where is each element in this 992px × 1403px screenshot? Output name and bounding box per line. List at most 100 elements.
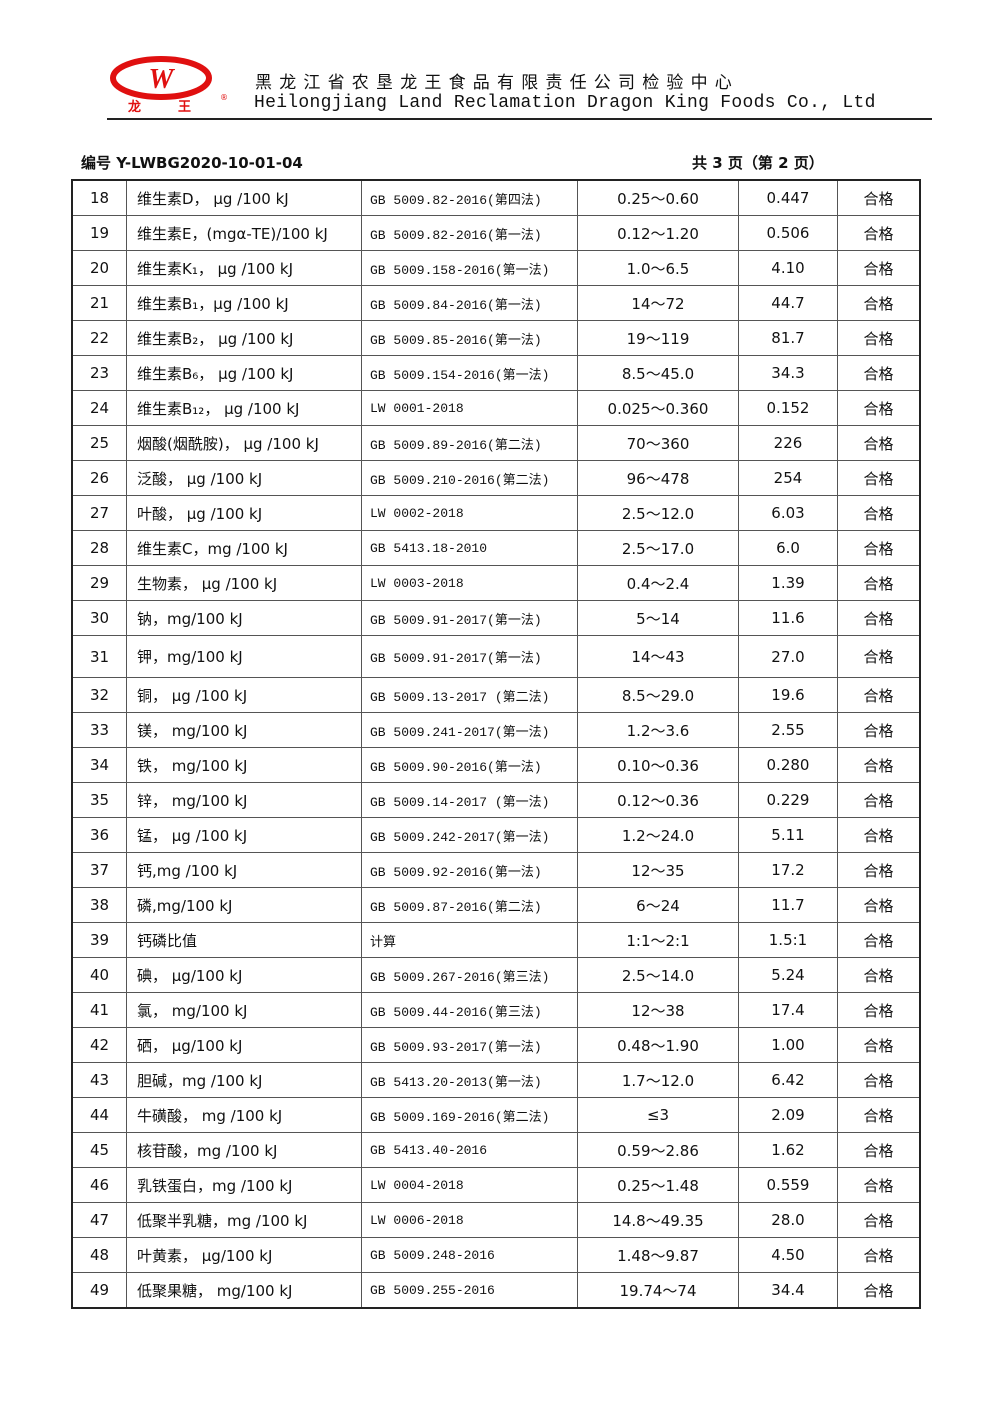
measured-value: 34.4 — [738, 1272, 838, 1309]
test-method: GB 5009.91-2017(第一法) — [361, 600, 578, 636]
item-name: 低聚果糖， mg/100 kJ — [126, 1272, 362, 1309]
standard-range: 0.59～2.86 — [577, 1132, 739, 1168]
standard-range: 0.10～0.36 — [577, 747, 739, 783]
standard-range: 8.5～45.0 — [577, 355, 739, 391]
measured-value: 44.7 — [738, 285, 838, 321]
test-method: GB 5009.44-2016(第三法) — [361, 992, 578, 1028]
measured-value: 81.7 — [738, 320, 838, 356]
measured-value: 19.6 — [738, 677, 838, 713]
table-row: 30 钠，mg/100 kJ GB 5009.91-2017(第一法) 5～14 11.… — [71, 600, 921, 636]
measured-value: 1.00 — [738, 1027, 838, 1063]
table-row: 33 镁， mg/100 kJ GB 5009.241-2017(第一法) 1.2～3… — [71, 712, 921, 748]
document-number: 编号 Y-LWBG2020-10-01-04 — [81, 154, 303, 172]
test-method: GB 5009.248-2016 — [361, 1237, 578, 1273]
standard-range: 0.48～1.90 — [577, 1027, 739, 1063]
table-row: 46 乳铁蛋白，mg /100 kJ LW 0004-2018 0.25～1.48 0.… — [71, 1167, 921, 1203]
item-name: 维生素B₆， μg /100 kJ — [126, 355, 362, 391]
verdict: 合格 — [837, 355, 921, 391]
verdict: 合格 — [837, 1202, 921, 1238]
item-number: 35 — [71, 782, 127, 818]
test-method: GB 5009.13-2017 (第二法) — [361, 677, 578, 713]
svg-text:W: W — [149, 64, 176, 95]
standard-range: 14.8～49.35 — [577, 1202, 739, 1238]
standard-range: 0.4～2.4 — [577, 565, 739, 601]
measured-value: 0.152 — [738, 390, 838, 426]
standard-range: 6～24 — [577, 887, 739, 923]
verdict: 合格 — [837, 215, 921, 251]
item-number: 34 — [71, 747, 127, 783]
page-info: 共 3 页（第 2 页） — [692, 154, 824, 172]
standard-range: 2.5～14.0 — [577, 957, 739, 993]
item-name: 低聚半乳糖，mg /100 kJ — [126, 1202, 362, 1238]
item-name: 维生素B₁₂， μg /100 kJ — [126, 390, 362, 426]
table-row: 42 硒， μg/100 kJ GB 5009.93-2017(第一法) 0.48～1… — [71, 1027, 921, 1063]
item-name: 维生素D， μg /100 kJ — [126, 179, 362, 216]
item-name: 钙,mg /100 kJ — [126, 852, 362, 888]
item-name: 锰， μg /100 kJ — [126, 817, 362, 853]
verdict: 合格 — [837, 1237, 921, 1273]
item-number: 47 — [71, 1202, 127, 1238]
table-row: 48 叶黄素， μg/100 kJ GB 5009.248-2016 1.48～9.8… — [71, 1237, 921, 1273]
item-name: 维生素B₂， μg /100 kJ — [126, 320, 362, 356]
measured-value: 0.447 — [738, 179, 838, 216]
table-row: 25 烟酸(烟酰胺)， μg /100 kJ GB 5009.89-2016(第二法… — [71, 425, 921, 461]
standard-range: 19.74～74 — [577, 1272, 739, 1309]
item-name: 牛磺酸， mg /100 kJ — [126, 1097, 362, 1133]
item-name: 碘， μg/100 kJ — [126, 957, 362, 993]
item-name: 烟酸(烟酰胺)， μg /100 kJ — [126, 425, 362, 461]
test-method: GB 5009.267-2016(第三法) — [361, 957, 578, 993]
measured-value: 28.0 — [738, 1202, 838, 1238]
standard-range: 14～72 — [577, 285, 739, 321]
table-row: 35 锌， mg/100 kJ GB 5009.14-2017 (第一法) 0.12～… — [71, 782, 921, 818]
measured-value: 11.7 — [738, 887, 838, 923]
item-name: 氯， mg/100 kJ — [126, 992, 362, 1028]
test-method: LW 0001-2018 — [361, 390, 578, 426]
standard-range: 1.7～12.0 — [577, 1062, 739, 1098]
item-name: 钠，mg/100 kJ — [126, 600, 362, 636]
verdict: 合格 — [837, 747, 921, 783]
verdict: 合格 — [837, 460, 921, 496]
test-method: GB 5009.91-2017(第一法) — [361, 635, 578, 678]
measured-value: 0.280 — [738, 747, 838, 783]
verdict: 合格 — [837, 1272, 921, 1309]
standard-range: 1.2～3.6 — [577, 712, 739, 748]
svg-text:龙: 龙 — [128, 99, 141, 115]
measured-value: 27.0 — [738, 635, 838, 678]
table-row: 26 泛酸， μg /100 kJ GB 5009.210-2016(第二法) 96～… — [71, 460, 921, 496]
table-row: 18 维生素D， μg /100 kJ GB 5009.82-2016(第四法) 0.… — [71, 179, 921, 216]
item-name: 钾，mg/100 kJ — [126, 635, 362, 678]
item-name: 铁， mg/100 kJ — [126, 747, 362, 783]
standard-range: 0.12～0.36 — [577, 782, 739, 818]
test-method: GB 5009.90-2016(第一法) — [361, 747, 578, 783]
test-method: GB 5009.92-2016(第一法) — [361, 852, 578, 888]
table-row: 27 叶酸， μg /100 kJ LW 0002-2018 2.5～12.0 6.03… — [71, 495, 921, 531]
item-number: 37 — [71, 852, 127, 888]
test-method: GB 5009.82-2016(第一法) — [361, 215, 578, 251]
verdict: 合格 — [837, 320, 921, 356]
item-name: 核苷酸，mg /100 kJ — [126, 1132, 362, 1168]
table-row: 22 维生素B₂， μg /100 kJ GB 5009.85-2016(第一法) 1… — [71, 320, 921, 356]
item-number: 23 — [71, 355, 127, 391]
table-row: 29 生物素， μg /100 kJ LW 0003-2018 0.4～2.4 1.39… — [71, 565, 921, 601]
test-method: GB 5009.242-2017(第一法) — [361, 817, 578, 853]
standard-range: 1.0～6.5 — [577, 250, 739, 286]
item-number: 29 — [71, 565, 127, 601]
verdict: 合格 — [837, 1062, 921, 1098]
verdict: 合格 — [837, 495, 921, 531]
item-name: 叶酸， μg /100 kJ — [126, 495, 362, 531]
results-table: 18 维生素D， μg /100 kJ GB 5009.82-2016(第四法) 0.… — [71, 179, 921, 1309]
company-name-cn: 黑龙江省农垦龙王食品有限责任公司检验中心 — [255, 73, 739, 93]
item-name: 维生素E，(mgα-TE)/100 kJ — [126, 215, 362, 251]
test-method: GB 5009.154-2016(第一法) — [361, 355, 578, 391]
table-row: 32 铜， μg /100 kJ GB 5009.13-2017 (第二法) 8.5～… — [71, 677, 921, 713]
table-row: 24 维生素B₁₂， μg /100 kJ LW 0001-2018 0.025～0.… — [71, 390, 921, 426]
table-row: 38 磷,mg/100 kJ GB 5009.87-2016(第二法) 6～24 11.… — [71, 887, 921, 923]
verdict: 合格 — [837, 852, 921, 888]
test-method: GB 5009.169-2016(第二法) — [361, 1097, 578, 1133]
standard-range: 2.5～12.0 — [577, 495, 739, 531]
item-name: 叶黄素， μg/100 kJ — [126, 1237, 362, 1273]
standard-range: 0.12～1.20 — [577, 215, 739, 251]
item-number: 25 — [71, 425, 127, 461]
test-method: LW 0002-2018 — [361, 495, 578, 531]
item-number: 28 — [71, 530, 127, 566]
